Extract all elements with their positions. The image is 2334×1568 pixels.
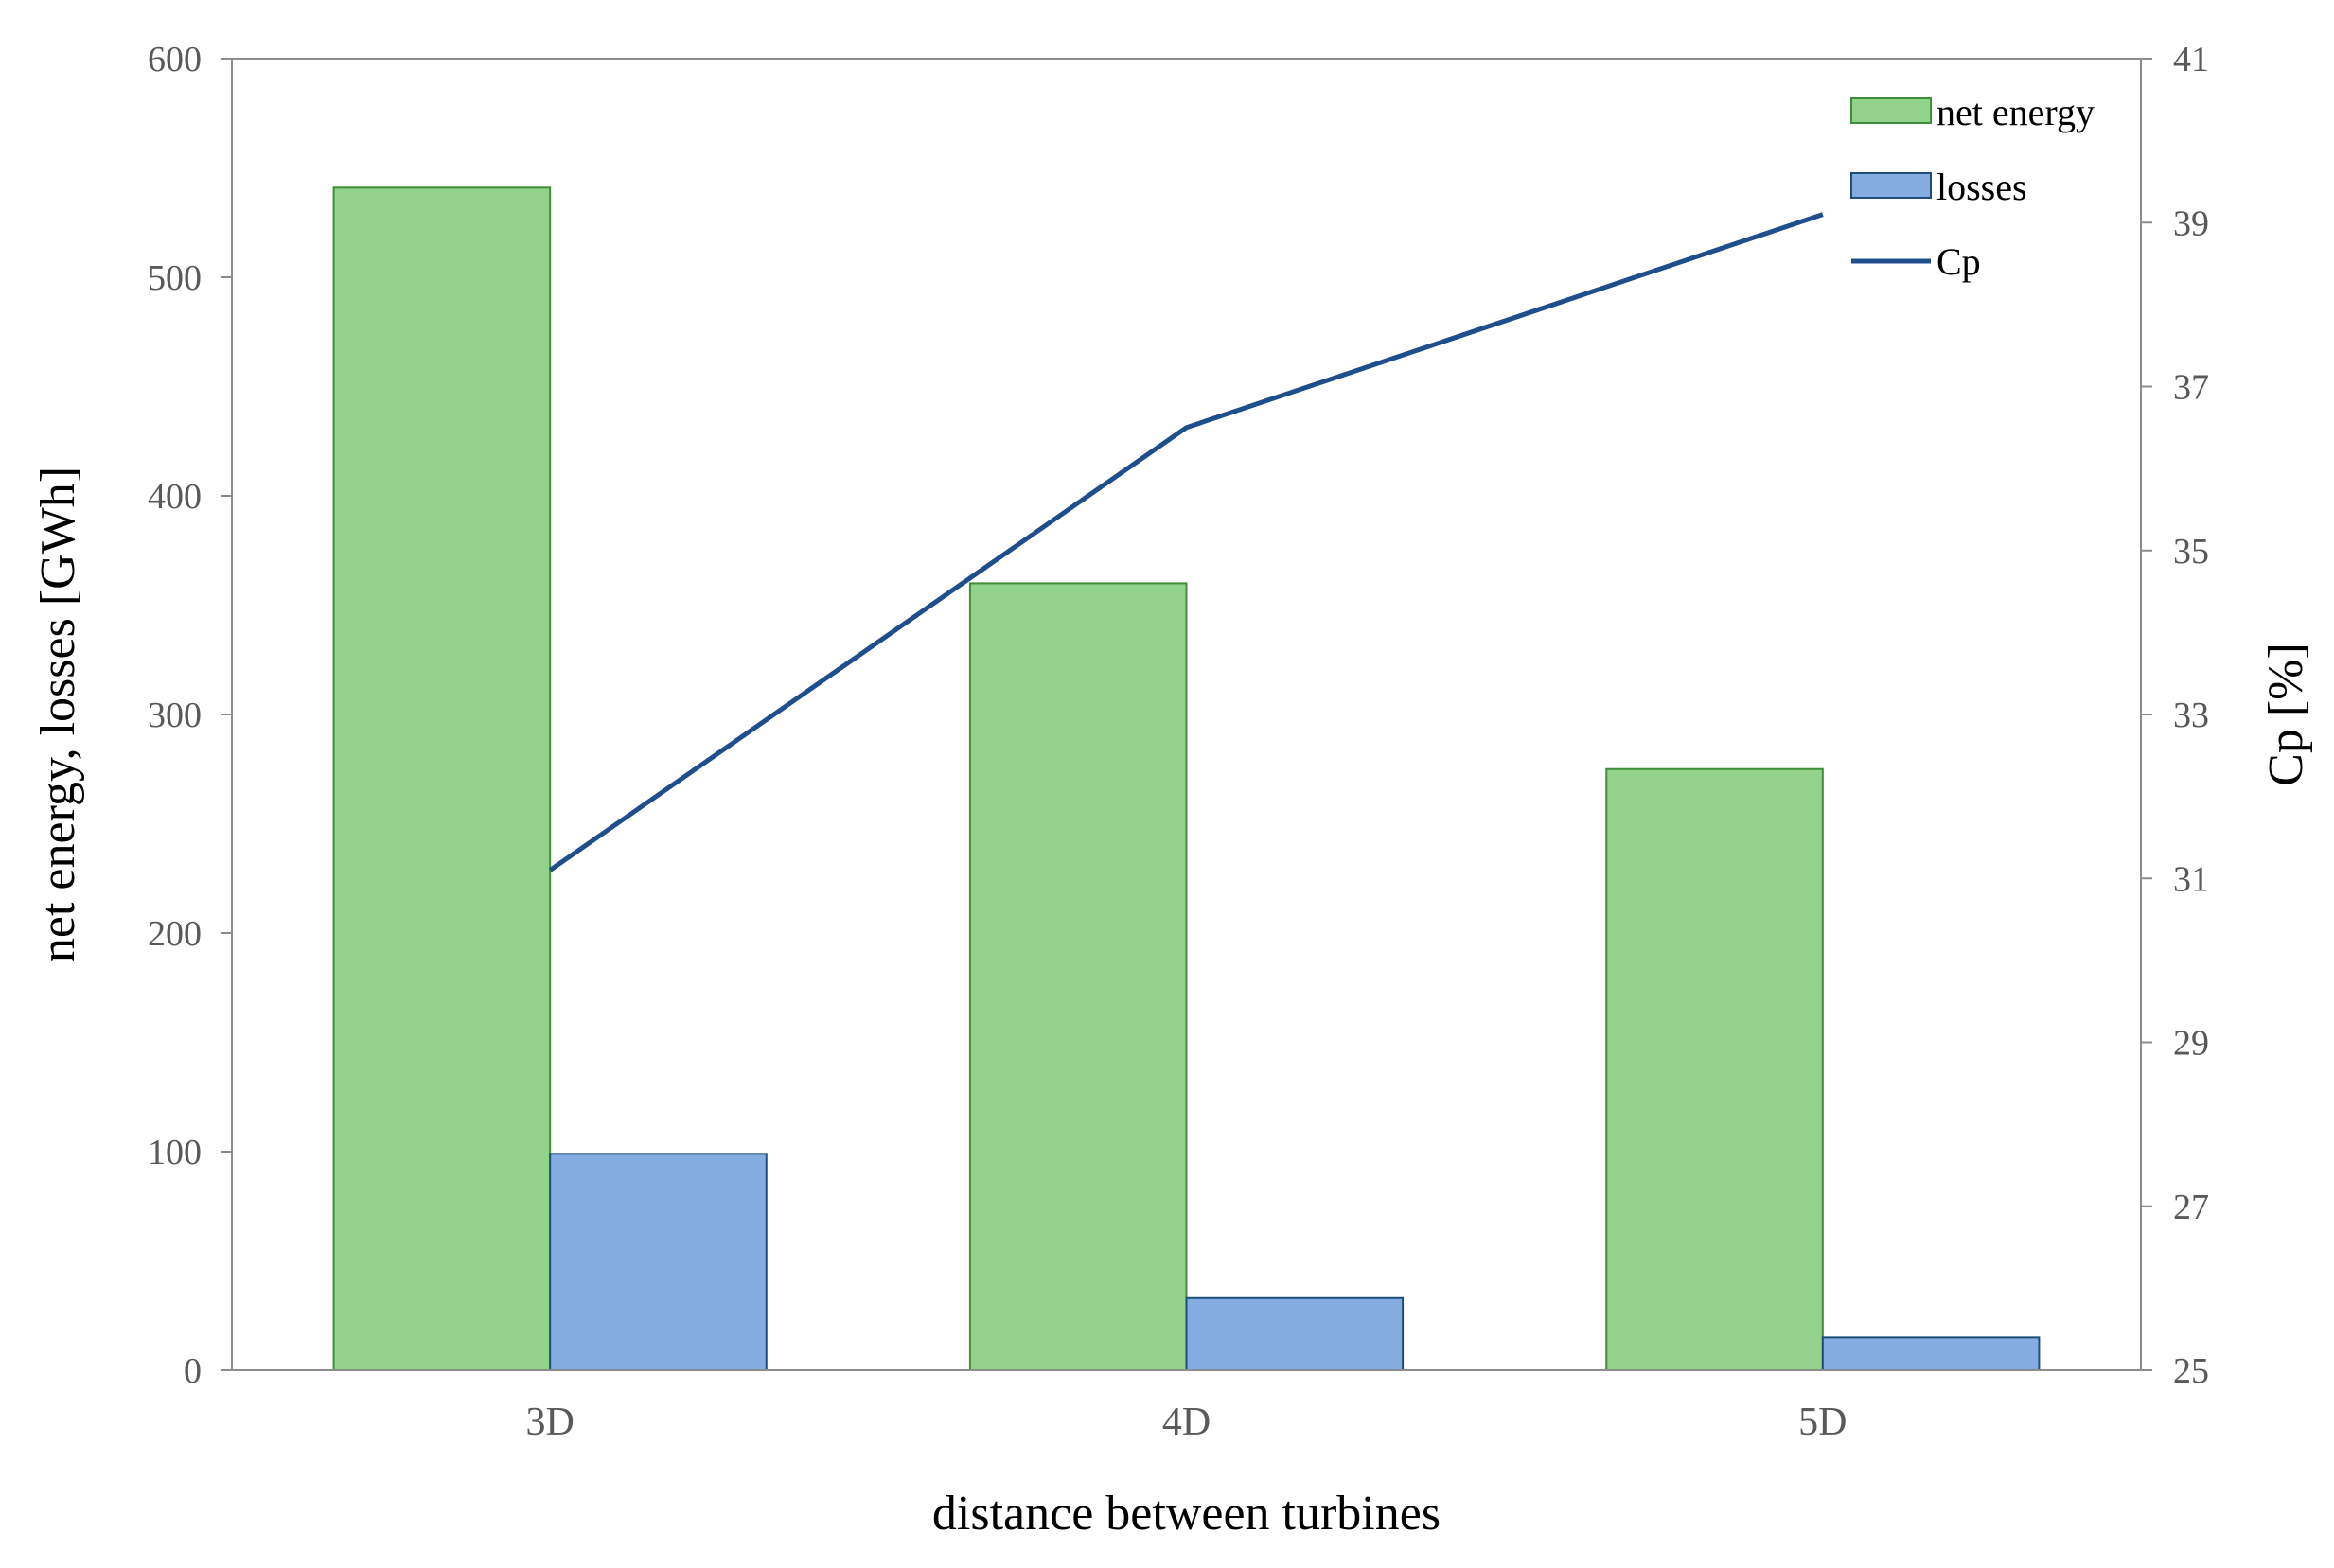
- y2-tick-label: 41: [2173, 40, 2209, 79]
- bar-net-energy-3D: [332, 186, 552, 1371]
- legend-swatch-net-energy: [1850, 97, 1932, 124]
- line-Cp: [548, 212, 1824, 872]
- y-tick-label: 300: [148, 696, 202, 735]
- legend: net energy losses Cp: [1850, 91, 2095, 283]
- x-category-label: 5D: [1798, 1401, 1847, 1444]
- bar-net-energy-5D: [1605, 767, 1824, 1371]
- y2-tick-label: 35: [2173, 532, 2209, 572]
- bar-losses-3D: [549, 1153, 768, 1372]
- right-axis-ticks: 25 27 29 31 33 35 37 39 41: [2141, 40, 2209, 1391]
- x-category-label: 4D: [1162, 1401, 1211, 1444]
- y2-tick-label: 27: [2173, 1188, 2209, 1227]
- cp-line-layer: [548, 212, 1824, 872]
- y-tick-label: 500: [148, 258, 202, 298]
- legend-label-losses: losses: [1936, 166, 2027, 208]
- y-tick-label: 200: [148, 914, 202, 954]
- bar-losses-4D: [1185, 1296, 1405, 1372]
- x-category-label: 3D: [525, 1401, 574, 1444]
- bar-net-energy-4D: [968, 582, 1188, 1371]
- y-tick-label: 100: [148, 1133, 202, 1172]
- y2-tick-label: 25: [2173, 1351, 2209, 1391]
- y-tick-label: 0: [184, 1351, 202, 1391]
- bars-layer: [332, 186, 2041, 1372]
- x-axis-title: distance between turbines: [932, 1487, 1441, 1541]
- legend-label-Cp: Cp: [1936, 240, 1981, 283]
- y2-axis-title: Cp [%]: [2259, 643, 2313, 786]
- legend-label-net-energy: net energy: [1936, 91, 2095, 133]
- category-axis-labels: 3D 4D 5D: [525, 1401, 1847, 1444]
- y2-tick-label: 33: [2173, 696, 2209, 735]
- y2-tick-label: 31: [2173, 859, 2209, 899]
- left-axis-ticks: 0 100 200 300 400 500 600: [148, 40, 232, 1391]
- y-tick-label: 400: [148, 477, 202, 517]
- y2-tick-label: 39: [2173, 203, 2209, 243]
- legend-swatch-losses: [1850, 172, 1932, 199]
- y2-tick-label: 37: [2173, 368, 2209, 408]
- y-tick-label: 600: [148, 40, 202, 79]
- bar-losses-5D: [1821, 1336, 2041, 1371]
- y-axis-title: net energy, losses [GWh]: [31, 467, 85, 962]
- y2-tick-label: 29: [2173, 1024, 2209, 1064]
